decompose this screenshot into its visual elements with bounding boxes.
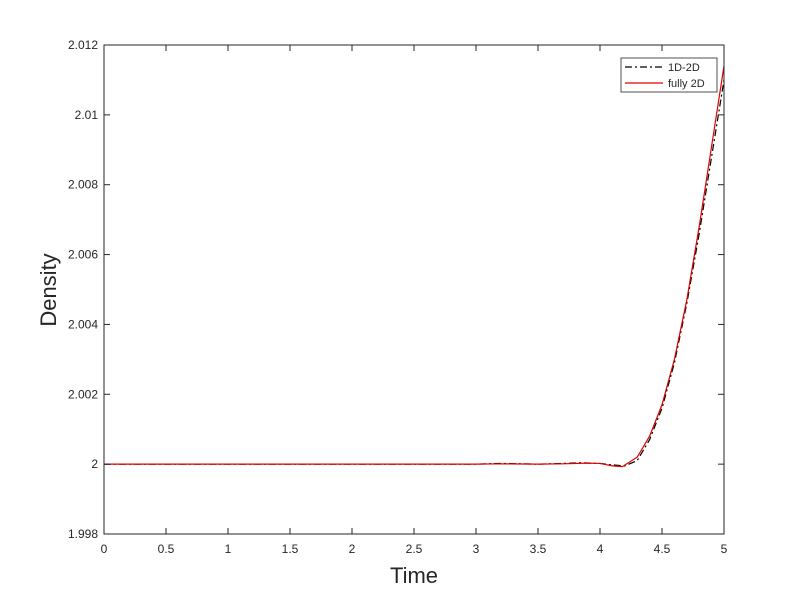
x-tick-label: 0.5 (158, 542, 175, 556)
series-line-2 (104, 65, 725, 468)
legend-label-2: fully 2D (668, 78, 705, 90)
legend-label-1: 1D-2D (668, 62, 700, 74)
x-tick-label: 3.5 (530, 542, 547, 556)
y-tick-label: 2.006 (68, 248, 98, 262)
x-tick-label: 3 (473, 542, 480, 556)
x-tick-label: 4.5 (654, 542, 671, 556)
x-tick-label: 0 (101, 542, 108, 556)
x-tick-label: 4 (597, 542, 604, 556)
y-axis-label: Density (36, 253, 61, 326)
y-tick-label: 2.01 (75, 108, 99, 122)
x-tick-label: 1 (225, 542, 232, 556)
x-axis-label: Time (390, 563, 438, 588)
y-tick-label: 2 (91, 457, 98, 471)
legend-box (620, 57, 718, 93)
y-tick-label: 2.012 (68, 38, 98, 52)
x-tick-label: 2 (349, 542, 356, 556)
ticks-layer: 0 0.5 1 1.5 2 2.5 3 3.5 4 4.5 5 1.998 2 2.002 2.004 2.0… (68, 38, 728, 556)
x-tick-label: 5 (721, 542, 728, 556)
y-tick-label: 2.002 (68, 387, 98, 401)
series-layer (104, 65, 725, 468)
x-tick-label: 1.5 (282, 542, 299, 556)
x-tick-label: 2.5 (406, 542, 423, 556)
legend: 1D-2D fully 2D (620, 57, 718, 93)
plot-area (104, 45, 724, 534)
y-tick-label: 1.998 (68, 527, 98, 541)
y-tick-label: 2.008 (68, 178, 98, 192)
y-tick-label: 2.004 (68, 317, 98, 331)
